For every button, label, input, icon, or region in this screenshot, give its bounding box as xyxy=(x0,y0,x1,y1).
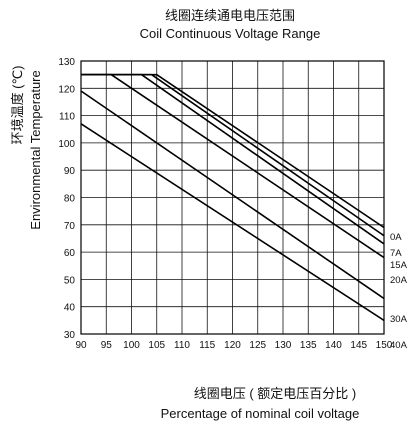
y-tick-100: 100 xyxy=(58,139,75,150)
series-lines xyxy=(80,73,385,322)
y-tick-80: 80 xyxy=(64,194,76,205)
y-tick-labels: 30 40 50 60 70 80 90 100 110 120 130 xyxy=(58,57,75,341)
x-axis-label-cn: 线圈电压 ( 额定电压百分比 ) xyxy=(194,386,357,401)
series-label-20a: 20A xyxy=(390,275,408,286)
x-tick-125: 125 xyxy=(249,340,266,351)
y-tick-60: 60 xyxy=(64,248,76,259)
x-tick-140: 140 xyxy=(325,340,342,351)
x-tick-135: 135 xyxy=(300,340,317,351)
x-axis-label-en: Percentage of nominal coil voltage xyxy=(161,406,360,421)
x-tick-95: 95 xyxy=(101,340,113,351)
chart-title-cn: 线圈连续通电电压范围 xyxy=(165,8,295,23)
y-tick-70: 70 xyxy=(64,221,76,232)
plot-frame xyxy=(80,60,385,335)
y-axis-label-cn: 环境温度 (℃) xyxy=(10,66,25,145)
x-tick-110: 110 xyxy=(174,340,190,351)
chart-title-en: Coil Continuous Voltage Range xyxy=(140,26,321,41)
y-axis-label-en: Environmental Temperature xyxy=(28,70,43,229)
grid xyxy=(80,60,385,335)
x-tick-120: 120 xyxy=(224,340,241,351)
y-tick-30: 30 xyxy=(64,330,76,341)
y-tick-90: 90 xyxy=(64,166,76,177)
x-tick-90: 90 xyxy=(75,340,87,351)
series-label-7a: 7A xyxy=(390,248,402,259)
series-label-15a: 15A xyxy=(390,260,408,271)
x-tick-105: 105 xyxy=(148,340,165,351)
y-tick-130: 130 xyxy=(58,57,75,68)
series-label-30a: 30A xyxy=(390,314,408,325)
x-tick-labels: 90 95 100 105 110 115 120 125 130 135 140 145 150 xyxy=(75,340,392,351)
series-line-40a xyxy=(80,123,385,322)
y-tick-40: 40 xyxy=(64,303,76,314)
x-tick-145: 145 xyxy=(350,340,367,351)
series-line-20a xyxy=(81,73,385,259)
series-line-30a xyxy=(80,90,385,300)
y-tick-120: 120 xyxy=(58,84,75,95)
x-tick-150: 150 xyxy=(376,340,393,351)
x-tick-115: 115 xyxy=(199,340,215,351)
x-tick-130: 130 xyxy=(275,340,292,351)
x-tick-100: 100 xyxy=(123,340,140,351)
y-tick-50: 50 xyxy=(64,275,76,286)
y-tick-110: 110 xyxy=(59,112,75,123)
series-label-40a: 40A xyxy=(390,340,408,351)
series-label-0a: 0A xyxy=(390,232,402,243)
